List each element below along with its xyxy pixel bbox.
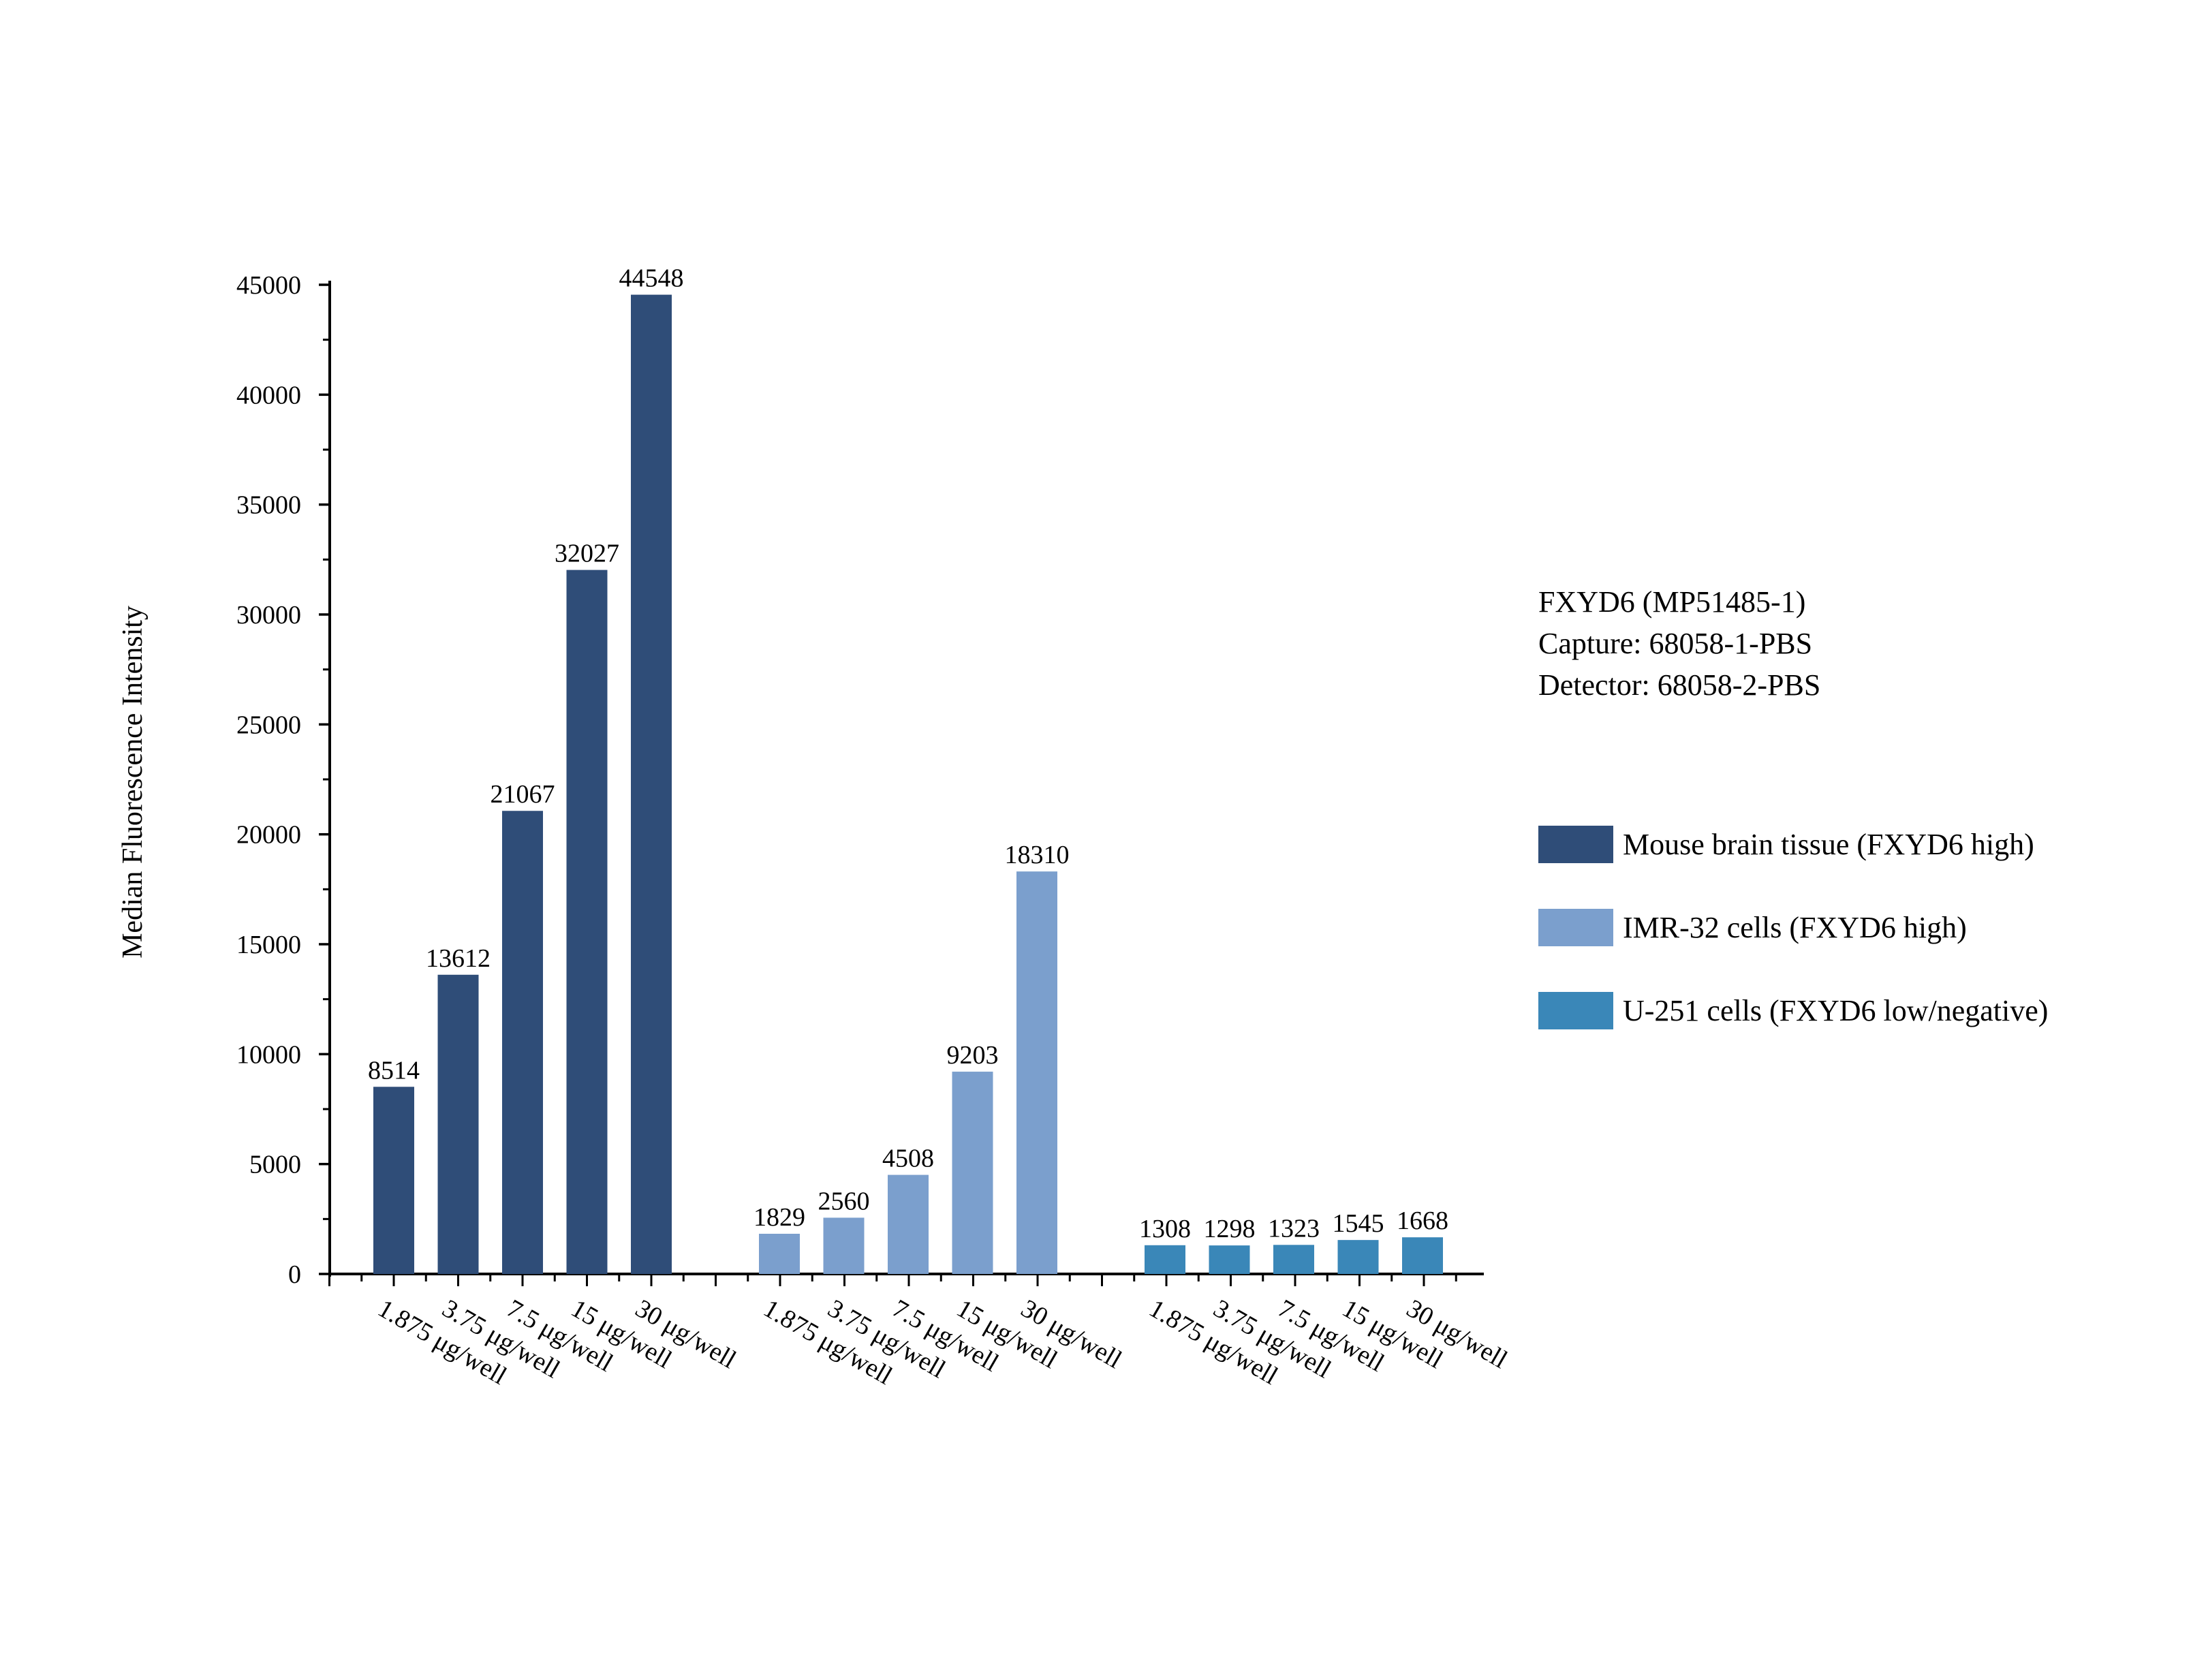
bar-value-label: 1829	[753, 1203, 805, 1232]
y-tick-label: 0	[288, 1260, 301, 1289]
legend-label: U-251 cells (FXYD6 low/negative)	[1623, 994, 2048, 1027]
bar	[1016, 871, 1057, 1274]
bar	[566, 570, 608, 1274]
legend: Mouse brain tissue (FXYD6 high) IMR-32 ce…	[1538, 826, 2048, 1029]
bar	[373, 1087, 414, 1274]
bar	[823, 1217, 865, 1274]
legend-label: Mouse brain tissue (FXYD6 high)	[1623, 828, 2034, 861]
bar	[1273, 1245, 1314, 1274]
bar	[1402, 1237, 1443, 1274]
bar	[631, 294, 672, 1275]
bar-value-label: 4508	[882, 1145, 934, 1173]
bar-value-label: 2560	[818, 1187, 870, 1215]
bar	[1337, 1240, 1379, 1274]
y-tick-label: 20000	[236, 821, 301, 850]
y-tick-label: 10000	[236, 1040, 301, 1069]
bar-value-label: 1668	[1397, 1207, 1448, 1235]
y-tick-label: 35000	[236, 491, 301, 520]
legend-swatch	[1538, 826, 1613, 863]
bar-value-label: 13612	[426, 944, 491, 973]
bar	[437, 974, 479, 1274]
legend-swatch	[1538, 992, 1613, 1029]
y-tick-label: 40000	[236, 381, 301, 409]
legend-swatch	[1538, 909, 1613, 946]
value-labels: 8514 13612 21067 32027 44548 1829 2560 4508 9203…	[368, 264, 1448, 1244]
bar	[502, 811, 543, 1274]
bar	[888, 1175, 929, 1274]
bar-value-label: 32027	[555, 540, 619, 568]
bar-value-label: 44548	[619, 264, 684, 293]
bar-value-label: 21067	[491, 780, 555, 809]
y-tick-label: 45000	[236, 271, 301, 300]
y-tick-label: 30000	[236, 601, 301, 629]
bar-value-label: 8514	[368, 1056, 420, 1085]
y-axis-title: Median Fluorescence Intensity	[117, 606, 149, 959]
y-tick-label: 15000	[236, 931, 301, 959]
bar-value-label: 1298	[1204, 1215, 1256, 1243]
y-tick-label: 25000	[236, 711, 301, 739]
bars	[373, 294, 1443, 1275]
chart-info: FXYD6 (MP51485-1) Capture: 68058-1-PBS Det…	[1538, 585, 1820, 702]
info-line: Detector: 68058-2-PBS	[1538, 668, 1820, 702]
bar	[1145, 1245, 1185, 1274]
bar-value-label: 18310	[1005, 841, 1070, 869]
info-line: FXYD6 (MP51485-1)	[1538, 585, 1805, 619]
bar-value-label: 1308	[1139, 1215, 1191, 1243]
bar-value-label: 1545	[1333, 1209, 1384, 1238]
legend-label: IMR-32 cells (FXYD6 high)	[1623, 911, 1967, 944]
bar	[1209, 1245, 1250, 1274]
bar-value-label: 1323	[1268, 1214, 1320, 1243]
axes: 0 5000 10000 15000 20000 25000 30000 35000 40000…	[236, 271, 1484, 1289]
bar	[759, 1233, 800, 1274]
bar-value-label: 9203	[947, 1041, 999, 1070]
info-line: Capture: 68058-1-PBS	[1538, 627, 1812, 660]
y-tick-label: 5000	[249, 1151, 301, 1179]
bar	[952, 1072, 993, 1274]
